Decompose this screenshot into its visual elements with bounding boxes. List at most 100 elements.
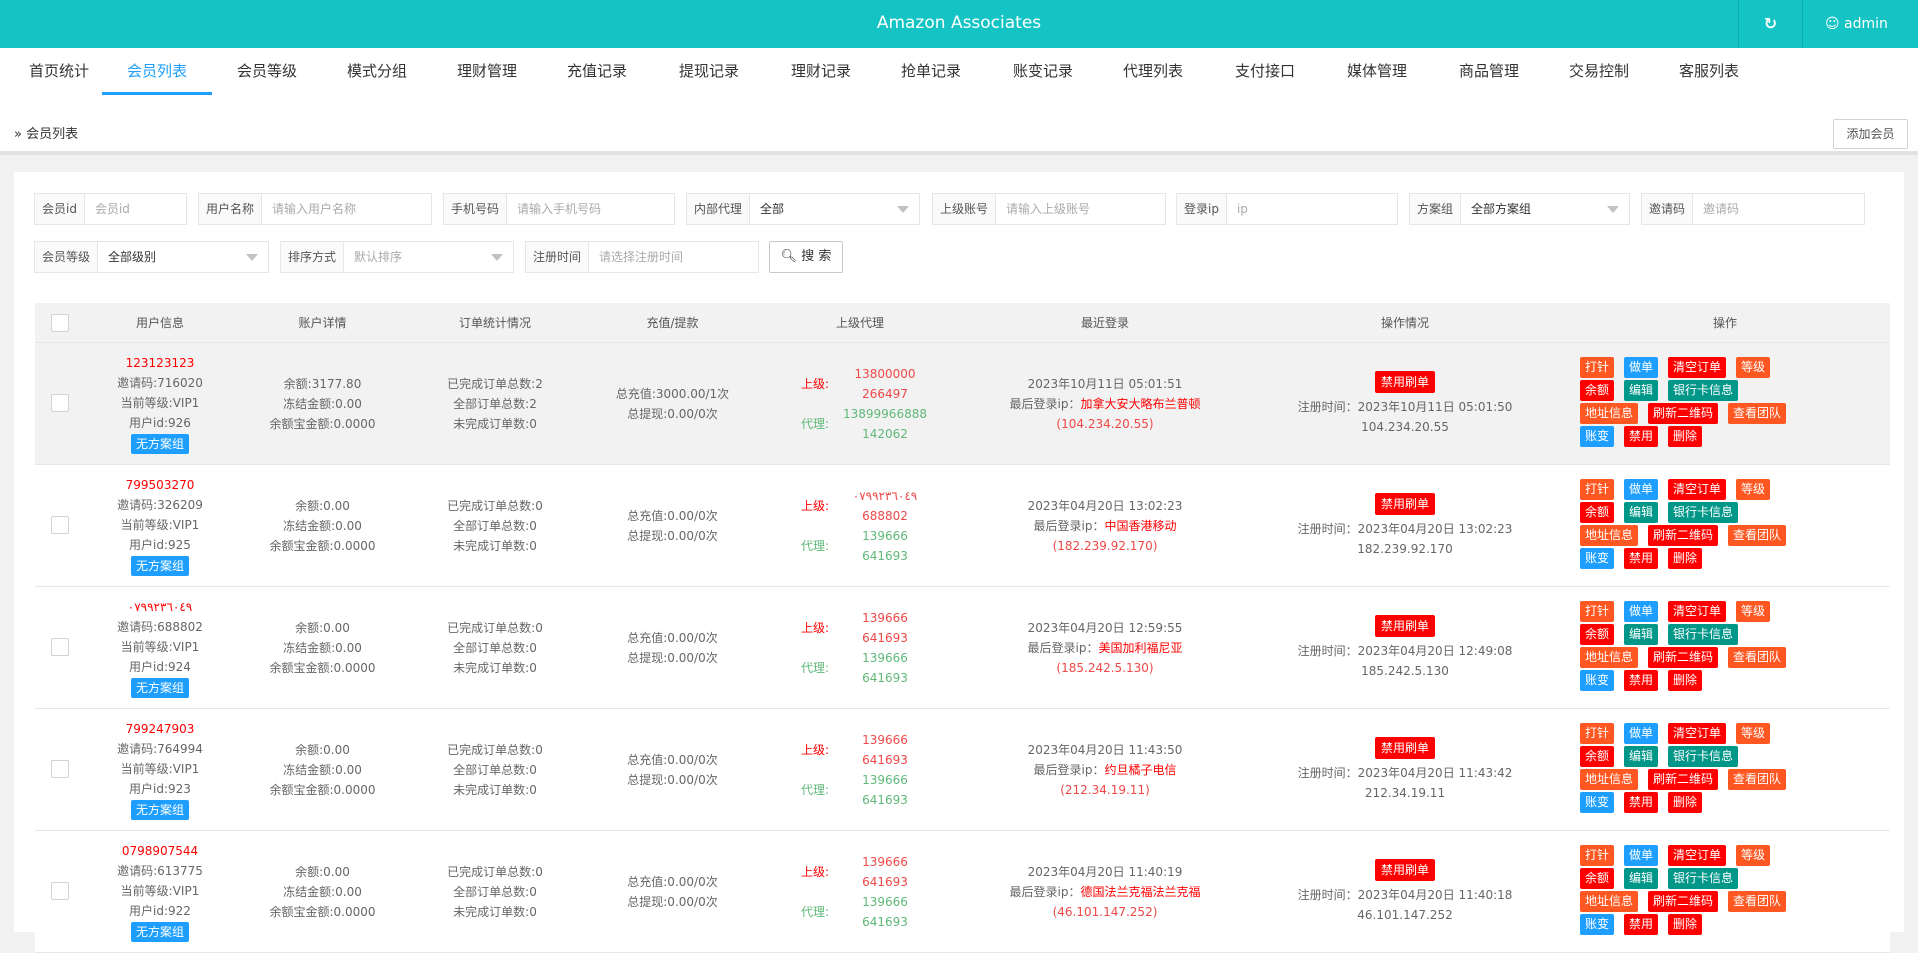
tab-11[interactable]: 支付接口	[1234, 62, 1295, 80]
ban-order-button[interactable]: 禁用刷单	[1374, 614, 1435, 637]
tab-5[interactable]: 充值记录	[566, 62, 627, 80]
action-button-等级[interactable]: 等级	[1736, 723, 1771, 744]
action-button-清空订单[interactable]: 清空订单	[1668, 723, 1727, 744]
action-button-余额[interactable]: 余额	[1580, 380, 1615, 401]
reg_time-input[interactable]	[589, 242, 758, 272]
action-button-地址信息[interactable]: 地址信息	[1580, 769, 1639, 790]
tab-7[interactable]: 理财记录	[790, 62, 851, 80]
ban-order-button[interactable]: 禁用刷单	[1374, 858, 1435, 881]
internal_agent-select[interactable]: 全部	[750, 194, 919, 224]
action-button-余额[interactable]: 余额	[1580, 868, 1615, 889]
action-button-地址信息[interactable]: 地址信息	[1580, 403, 1639, 424]
parent_account-input[interactable]	[996, 194, 1165, 224]
action-button-编辑[interactable]: 编辑	[1624, 746, 1659, 767]
add-member-button[interactable]: 添加会员	[1833, 119, 1908, 149]
action-button-银行卡信息[interactable]: 银行卡信息	[1668, 380, 1739, 401]
action-button-禁用[interactable]: 禁用	[1624, 426, 1659, 447]
action-button-打针[interactable]: 打针	[1580, 723, 1615, 744]
action-button-删除[interactable]: 删除	[1668, 670, 1703, 691]
invite_code-input[interactable]	[1693, 194, 1864, 224]
action-button-做单[interactable]: 做单	[1624, 601, 1659, 622]
action-button-删除[interactable]: 删除	[1668, 914, 1703, 935]
tab-1[interactable]: 会员列表	[102, 48, 212, 95]
row-checkbox[interactable]	[51, 760, 69, 778]
ban-order-button[interactable]: 禁用刷单	[1374, 492, 1435, 515]
action-button-打针[interactable]: 打针	[1580, 479, 1615, 500]
ban-order-button[interactable]: 禁用刷单	[1374, 370, 1435, 393]
action-button-银行卡信息[interactable]: 银行卡信息	[1668, 502, 1739, 523]
action-button-清空订单[interactable]: 清空订单	[1668, 601, 1727, 622]
tab-3[interactable]: 模式分组	[346, 62, 407, 80]
search-button[interactable]: 🔍︎ 搜 索	[769, 241, 843, 273]
tab-6[interactable]: 提现记录	[678, 62, 739, 80]
action-button-删除[interactable]: 删除	[1668, 792, 1703, 813]
login_ip-input[interactable]	[1226, 194, 1397, 224]
action-button-等级[interactable]: 等级	[1736, 479, 1771, 500]
ban-order-button[interactable]: 禁用刷单	[1374, 736, 1435, 759]
row-checkbox[interactable]	[51, 516, 69, 534]
action-button-做单[interactable]: 做单	[1624, 357, 1659, 378]
user-menu[interactable]: ☺ admin	[1802, 0, 1918, 48]
action-button-地址信息[interactable]: 地址信息	[1580, 647, 1639, 668]
action-button-等级[interactable]: 等级	[1736, 845, 1771, 866]
action-button-账变[interactable]: 账变	[1580, 426, 1615, 447]
action-button-删除[interactable]: 删除	[1668, 548, 1703, 569]
phone-input[interactable]	[507, 194, 674, 224]
tab-4[interactable]: 理财管理	[456, 62, 517, 80]
plan_group-select[interactable]: 全部方案组	[1461, 194, 1629, 224]
action-button-刷新二维码[interactable]: 刷新二维码	[1648, 891, 1719, 912]
action-button-查看团队[interactable]: 查看团队	[1728, 769, 1787, 790]
action-button-清空订单[interactable]: 清空订单	[1668, 845, 1727, 866]
tab-10[interactable]: 代理列表	[1122, 62, 1183, 80]
action-button-地址信息[interactable]: 地址信息	[1580, 891, 1639, 912]
action-button-编辑[interactable]: 编辑	[1624, 380, 1659, 401]
action-button-刷新二维码[interactable]: 刷新二维码	[1648, 769, 1719, 790]
row-checkbox[interactable]	[51, 394, 69, 412]
action-button-刷新二维码[interactable]: 刷新二维码	[1648, 403, 1719, 424]
action-button-刷新二维码[interactable]: 刷新二维码	[1648, 525, 1719, 546]
action-button-余额[interactable]: 余额	[1580, 624, 1615, 645]
tab-9[interactable]: 账变记录	[1012, 62, 1073, 80]
action-button-做单[interactable]: 做单	[1624, 479, 1659, 500]
action-button-打针[interactable]: 打针	[1580, 601, 1615, 622]
action-button-查看团队[interactable]: 查看团队	[1728, 891, 1787, 912]
action-button-打针[interactable]: 打针	[1580, 845, 1615, 866]
action-button-禁用[interactable]: 禁用	[1624, 792, 1659, 813]
plan-badge[interactable]: 无方案组	[130, 678, 189, 698]
action-button-禁用[interactable]: 禁用	[1624, 670, 1659, 691]
action-button-删除[interactable]: 删除	[1668, 426, 1703, 447]
action-button-做单[interactable]: 做单	[1624, 845, 1659, 866]
username-input[interactable]	[262, 194, 431, 224]
action-button-禁用[interactable]: 禁用	[1624, 914, 1659, 935]
action-button-查看团队[interactable]: 查看团队	[1728, 403, 1787, 424]
action-button-账变[interactable]: 账变	[1580, 792, 1615, 813]
action-button-查看团队[interactable]: 查看团队	[1728, 647, 1787, 668]
plan-badge[interactable]: 无方案组	[130, 800, 189, 820]
action-button-等级[interactable]: 等级	[1736, 357, 1771, 378]
action-button-银行卡信息[interactable]: 银行卡信息	[1668, 746, 1739, 767]
action-button-清空订单[interactable]: 清空订单	[1668, 357, 1727, 378]
member_id-input[interactable]	[84, 194, 186, 224]
action-button-查看团队[interactable]: 查看团队	[1728, 525, 1787, 546]
action-button-清空订单[interactable]: 清空订单	[1668, 479, 1727, 500]
scrollbar[interactable]	[1904, 155, 1918, 919]
sort-select[interactable]: 默认排序	[344, 242, 513, 272]
action-button-禁用[interactable]: 禁用	[1624, 548, 1659, 569]
tab-15[interactable]: 客服列表	[1678, 62, 1739, 80]
action-button-刷新二维码[interactable]: 刷新二维码	[1648, 647, 1719, 668]
member_level-select[interactable]: 全部级别	[98, 242, 268, 272]
action-button-银行卡信息[interactable]: 银行卡信息	[1668, 624, 1739, 645]
plan-badge[interactable]: 无方案组	[130, 556, 189, 576]
action-button-编辑[interactable]: 编辑	[1624, 868, 1659, 889]
action-button-编辑[interactable]: 编辑	[1624, 502, 1659, 523]
plan-badge[interactable]: 无方案组	[130, 434, 189, 454]
action-button-账变[interactable]: 账变	[1580, 548, 1615, 569]
action-button-等级[interactable]: 等级	[1736, 601, 1771, 622]
tab-8[interactable]: 抢单记录	[900, 62, 961, 80]
action-button-银行卡信息[interactable]: 银行卡信息	[1668, 868, 1739, 889]
tab-14[interactable]: 交易控制	[1568, 62, 1629, 80]
tab-12[interactable]: 媒体管理	[1346, 62, 1407, 80]
tab-2[interactable]: 会员等级	[236, 62, 297, 80]
tab-0[interactable]: 首页统计	[28, 62, 89, 80]
action-button-账变[interactable]: 账变	[1580, 670, 1615, 691]
